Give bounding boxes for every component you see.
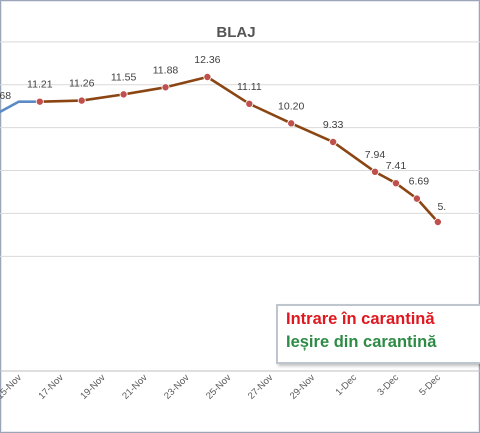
data-label: 11.21 <box>27 79 53 91</box>
series-line-blue <box>0 100 40 114</box>
legend-item-iesire: Ieșire din carantină <box>286 333 437 351</box>
x-tick-label: 21-Nov <box>120 372 150 402</box>
x-tick-label: 23-Nov <box>162 372 192 402</box>
data-label: 9.33 <box>323 119 344 131</box>
data-label: 11.88 <box>153 64 179 76</box>
data-point <box>391 179 400 188</box>
data-label: 7.41 <box>386 160 407 172</box>
data-point <box>433 217 442 226</box>
x-tick-label: 17-Nov <box>36 372 66 402</box>
data-point <box>412 194 421 203</box>
x-tick-label: 19-Nov <box>78 372 108 402</box>
data-point <box>370 167 379 176</box>
data-point <box>329 137 338 146</box>
data-label: 12.36 <box>194 54 220 66</box>
data-point <box>119 90 128 99</box>
series-line-brown <box>39 75 439 223</box>
data-point <box>245 99 254 108</box>
data-label: 10.20 <box>278 100 304 112</box>
data-label: 11.11 <box>237 81 262 93</box>
data-point <box>161 83 170 92</box>
data-point <box>77 96 86 105</box>
legend-item-intrare: Intrare în carantină <box>286 310 435 328</box>
x-tick-label: 29-Nov <box>288 372 318 402</box>
chart-title: BLAJ <box>216 24 255 41</box>
data-point <box>203 73 212 82</box>
x-tick-label: 25-Nov <box>204 372 234 402</box>
x-tick-label: 1-Dec <box>333 372 359 398</box>
x-tick-label: 15-Nov <box>0 372 24 402</box>
x-tick-label: 5-Dec <box>417 372 443 398</box>
data-label: 5. <box>437 201 446 213</box>
data-point <box>35 97 44 106</box>
data-label: 10.68 <box>0 90 11 102</box>
data-label: 7.94 <box>365 149 386 161</box>
data-point <box>287 119 296 128</box>
legend: Intrare în carantină Ieșire din carantin… <box>276 304 480 364</box>
data-label: 11.55 <box>111 71 137 83</box>
data-label: 6.69 <box>409 176 430 188</box>
x-tick-label: 27-Nov <box>246 372 276 402</box>
data-label: 11.26 <box>69 78 95 90</box>
x-tick-label: 3-Dec <box>375 372 401 398</box>
